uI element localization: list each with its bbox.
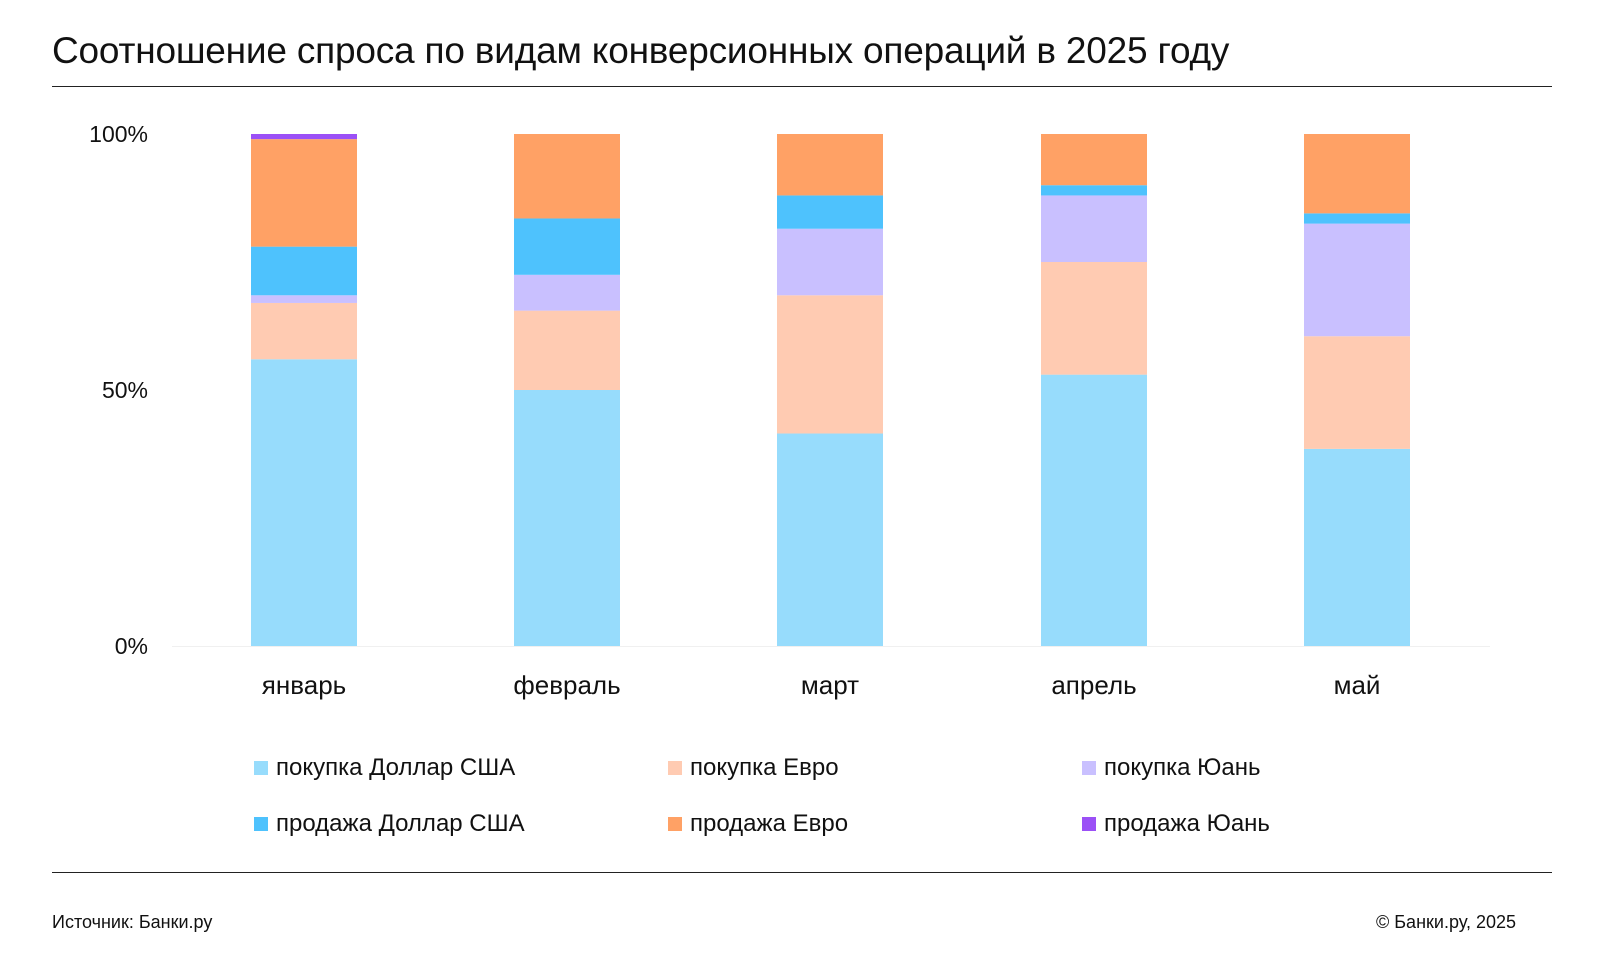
legend-item: продажа Юань (1082, 810, 1270, 838)
bar-segment (251, 359, 357, 646)
bar-segment (1041, 195, 1147, 262)
footer-divider (52, 872, 1552, 873)
bar-segment (1304, 134, 1410, 214)
legend-swatch (254, 761, 268, 775)
bar-segment (777, 134, 883, 196)
bar-segment (1304, 336, 1410, 449)
bar-segment (777, 195, 883, 229)
y-tick-label: 0% (115, 633, 148, 659)
legend-label: продажа Евро (690, 810, 849, 837)
legend-item: покупка Доллар США (254, 754, 515, 782)
bar-segment (1304, 448, 1410, 646)
bar-segment (514, 218, 620, 275)
bar-segment (777, 433, 883, 646)
legend-label: продажа Юань (1104, 810, 1270, 837)
bar-segment (777, 228, 883, 296)
legend-label: покупка Доллар США (276, 754, 516, 781)
bar-segment (1304, 223, 1410, 337)
bar-segment (251, 295, 357, 303)
bar-segment (1041, 262, 1147, 375)
x-tick-label: апрель (1051, 670, 1136, 700)
bar-segment (1041, 185, 1147, 196)
bar-segment (514, 310, 620, 390)
x-tick-label: январь (262, 670, 346, 700)
legend-swatch (668, 761, 682, 775)
legend-swatch (1082, 761, 1096, 775)
bar-segment (514, 134, 620, 219)
legend-label: продажа Доллар США (276, 810, 525, 837)
legend-swatch (254, 817, 268, 831)
bar-segment (1041, 134, 1147, 186)
x-tick-label: февраль (513, 670, 620, 700)
legend-item: продажа Доллар США (254, 810, 525, 838)
bar-segment (514, 274, 620, 311)
chart-title: Соотношение спроса по видам конверсионны… (52, 30, 1230, 71)
bar-segment (514, 390, 620, 646)
legend-label: покупка Евро (690, 754, 839, 781)
stacked-bar-chart: 0% 50% 100% январь февраль март апрель май (89, 121, 1490, 700)
footer-copyright: © Банки.ру, 2025 (1375, 912, 1516, 932)
title-divider (52, 86, 1552, 87)
x-tick-label: май (1334, 670, 1381, 700)
legend-item: покупка Евро (668, 754, 839, 782)
bar-segment (1041, 374, 1147, 646)
legend-item: продажа Евро (668, 810, 848, 838)
bar-segment (251, 246, 357, 296)
footer-source: Источник: Банки.ру (52, 912, 213, 932)
y-tick-label: 100% (89, 121, 148, 147)
legend-swatch (1082, 817, 1096, 831)
y-tick-label: 50% (102, 377, 148, 403)
bar-segment (251, 134, 357, 140)
bar-segment (251, 302, 357, 360)
legend-label: покупка Юань (1104, 754, 1261, 781)
bar-segment (1304, 213, 1410, 224)
legend-item: покупка Юань (1082, 754, 1261, 782)
bar-segment (777, 295, 883, 434)
x-tick-label: март (801, 670, 859, 700)
bar-segment (251, 139, 357, 247)
legend-swatch (668, 817, 682, 831)
